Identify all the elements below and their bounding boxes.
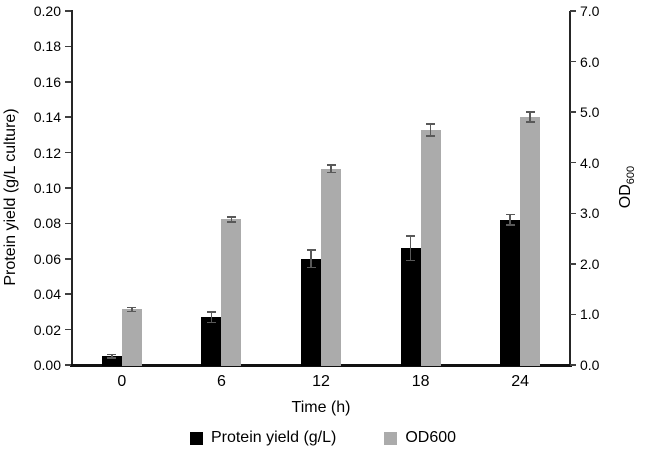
- y-axis-right-tick-label: 7.0: [580, 3, 600, 19]
- x-axis-tick-label: 12: [312, 373, 330, 390]
- y-axis-left-tick: [65, 45, 71, 48]
- y-axis-right-tick: [570, 10, 576, 12]
- y-axis-left-tick: [65, 81, 71, 83]
- x-axis-tick-label: 6: [216, 373, 226, 390]
- x-axis-tick-label: 0: [117, 373, 127, 390]
- legend-label-od600: OD600: [405, 429, 457, 446]
- error-bar-cap-bottom: [127, 310, 137, 313]
- error-bar: [131, 307, 133, 312]
- bar-od600-18: [420, 129, 441, 366]
- x-axis-tick-label: 24: [511, 373, 530, 390]
- y-axis-right-title-sub: 600: [625, 165, 638, 185]
- error-bar-cap-top: [226, 216, 236, 218]
- bar-protein-24: [500, 219, 521, 366]
- y-axis-right-tick-label: 4.0: [580, 154, 600, 171]
- bar-od600-24: [520, 117, 541, 366]
- y-axis-right-title: OD600: [617, 137, 639, 237]
- y-axis-left-tick: [65, 10, 71, 12]
- error-bar: [409, 235, 412, 261]
- bar-protein-6: [201, 317, 222, 366]
- y-axis-right-tick: [570, 111, 576, 113]
- y-axis-right-tick-label: 6.0: [580, 53, 600, 70]
- error-bar: [230, 216, 233, 222]
- bar-protein-18: [400, 248, 421, 366]
- y-axis-right-tick-label: 5.0: [580, 104, 600, 121]
- error-bar: [210, 311, 213, 323]
- error-bar: [111, 354, 113, 358]
- y-axis-left-tick: [65, 293, 71, 295]
- error-bar-cap-bottom: [406, 259, 416, 262]
- y-axis-left-tick: [65, 116, 71, 118]
- y-axis-left-tick-label: 0.06: [33, 250, 61, 267]
- y-axis-left-tick-label: 0.12: [33, 144, 61, 161]
- y-axis-right-tick-label: 1.0: [580, 306, 600, 323]
- error-bar-cap-bottom: [107, 357, 117, 359]
- legend-swatch-protein-yield: [189, 431, 203, 445]
- error-bar-cap-bottom: [226, 221, 236, 223]
- error-bar: [509, 214, 511, 226]
- y-axis-right-tick: [570, 263, 576, 265]
- y-axis-right-tick: [570, 212, 576, 215]
- error-bar: [310, 249, 312, 268]
- error-bar-cap-top: [306, 249, 316, 251]
- error-bar: [529, 112, 531, 123]
- x-axis-tick-label: 18: [411, 373, 430, 390]
- y-axis-left-tick-label: 0.10: [33, 180, 61, 196]
- y-axis-left-line: [71, 10, 73, 366]
- y-axis-left-tick: [65, 222, 71, 225]
- y-axis-right-tick: [570, 161, 576, 164]
- error-bar-cap-bottom: [525, 121, 535, 124]
- error-bar-cap-bottom: [206, 321, 216, 324]
- y-axis-right-tick-label: 3.0: [580, 205, 600, 222]
- legend: Protein yield (g/L) OD600: [0, 427, 646, 449]
- y-axis-left-tick: [65, 187, 71, 189]
- y-axis-left-tick: [65, 328, 71, 331]
- legend-item-od600: OD600: [384, 429, 456, 447]
- error-bar-cap-top: [505, 213, 515, 216]
- error-bar-cap-top: [406, 234, 416, 237]
- y-axis-left-tick-label: 0.08: [33, 215, 61, 232]
- y-axis-left-tick: [65, 258, 71, 260]
- y-axis-left-tick-label: 0.04: [33, 286, 61, 303]
- y-axis-left-tick-label: 0.00: [33, 357, 61, 373]
- y-axis-left-tick-label: 0.16: [33, 73, 61, 90]
- error-bar-cap-bottom: [326, 171, 336, 174]
- y-axis-left-tick-label: 0.18: [33, 38, 61, 55]
- bar-od600-0: [121, 309, 142, 366]
- bar-od600-6: [221, 219, 242, 366]
- error-bar-cap-top: [107, 353, 117, 356]
- y-axis-left-tick-label: 0.14: [33, 109, 61, 126]
- y-axis-right-tick-label: 2.0: [580, 255, 600, 272]
- legend-label-protein-yield: Protein yield (g/L): [210, 429, 337, 446]
- error-bar-cap-bottom: [426, 135, 436, 137]
- y-axis-left-tick-label: 0.02: [33, 321, 61, 338]
- y-axis-left-title: Protein yield (g/L culture): [2, 108, 19, 286]
- y-axis-left-tick: [65, 364, 71, 366]
- y-axis-right-tick-label: 0.0: [580, 357, 600, 373]
- error-bar-cap-bottom: [505, 224, 515, 226]
- y-axis-left-tick-label: 0.20: [33, 3, 61, 19]
- legend-item-protein-yield: Protein yield (g/L): [189, 429, 337, 447]
- bar-protein-12: [301, 258, 321, 366]
- error-bar-cap-top: [426, 122, 436, 125]
- y-axis-right-title-base: OD: [617, 184, 634, 209]
- error-bar-cap-top: [525, 111, 535, 113]
- y-axis-right-line: [569, 11, 571, 366]
- error-bar-cap-bottom: [306, 266, 316, 269]
- error-bar-cap-top: [206, 311, 216, 313]
- x-axis-title: Time (h): [291, 399, 351, 416]
- y-axis-left-tick: [65, 151, 71, 154]
- bar-od600-12: [321, 168, 341, 366]
- y-axis-right-tick: [570, 60, 576, 63]
- error-bar: [330, 165, 332, 173]
- legend-swatch-od600: [384, 431, 398, 445]
- error-bar-cap-top: [127, 306, 137, 309]
- bar-protein-0: [101, 356, 122, 366]
- error-bar-cap-top: [326, 164, 336, 167]
- error-bar: [429, 123, 432, 136]
- y-axis-right-tick: [570, 313, 576, 316]
- y-axis-right-tick: [570, 364, 576, 366]
